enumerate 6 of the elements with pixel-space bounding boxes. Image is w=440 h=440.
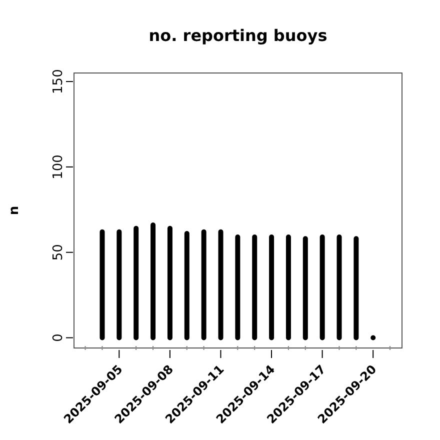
y-tick-label: 150	[51, 69, 66, 94]
y-axis-title: n	[7, 206, 22, 216]
y-tick-label: 50	[51, 244, 66, 261]
y-tick-label: 100	[51, 154, 66, 180]
chart-title: no. reporting buoys	[148, 26, 328, 45]
y-tick-label: 0	[51, 334, 66, 342]
